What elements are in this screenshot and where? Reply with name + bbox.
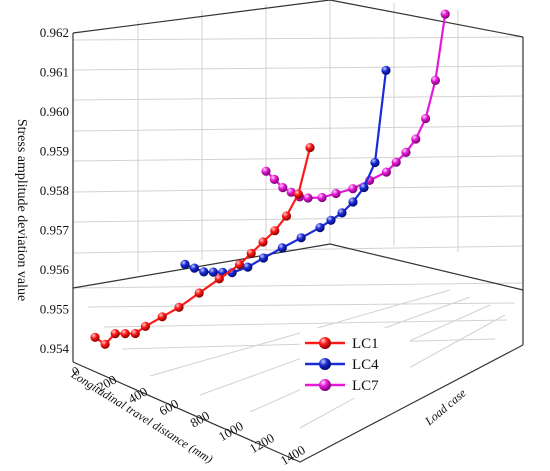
series-lc4 — [180, 65, 391, 278]
data-point-lc1 — [270, 226, 280, 236]
data-point-lc7 — [411, 134, 421, 144]
data-point-lc4 — [326, 215, 336, 225]
data-point-lc1 — [194, 288, 204, 298]
legend-label-lc7: LC7 — [352, 378, 379, 394]
z-tick-label: 0.962 — [40, 25, 69, 40]
series-line-lc4 — [184, 70, 388, 274]
data-point-lc1 — [293, 189, 303, 199]
data-point-lc7 — [440, 9, 450, 19]
data-point-lc1 — [100, 339, 110, 349]
x-tick-label: 1000 — [216, 418, 246, 444]
z-tick-label: 0.957 — [40, 223, 70, 238]
data-point-lc4 — [189, 263, 199, 273]
legend-label-lc1: LC1 — [352, 336, 379, 352]
data-point-lc4 — [258, 253, 269, 263]
legend-label-lc4: LC4 — [352, 357, 379, 373]
z-axis-title: Stress amplitude deviation value — [14, 119, 29, 301]
data-point-lc1 — [305, 143, 315, 153]
y-axis-title: Load case — [421, 385, 469, 428]
data-point-lc4 — [243, 262, 253, 272]
data-point-lc7 — [269, 174, 279, 184]
data-point-lc1 — [174, 302, 184, 312]
data-point-lc7 — [391, 157, 401, 167]
series-line-lc7 — [265, 13, 447, 200]
data-point-lc1 — [130, 328, 140, 339]
x-tick-label: 1400 — [278, 442, 308, 468]
data-point-lc7 — [401, 147, 411, 157]
z-tick-label: 0.955 — [40, 302, 69, 317]
data-point-lc7 — [261, 166, 271, 176]
data-point-lc1 — [234, 259, 245, 270]
data-point-lc4 — [208, 267, 218, 277]
data-point-lc1 — [214, 274, 224, 284]
data-point-lc7 — [278, 183, 288, 193]
data-point-lc4 — [348, 197, 358, 207]
data-point-lc4 — [370, 157, 380, 168]
series-lc7 — [261, 9, 450, 203]
data-point-lc1 — [90, 332, 100, 342]
x-tick-label: 800 — [188, 408, 212, 431]
legend: LC1 LC4 LC7 — [300, 328, 410, 398]
z-tick-label: 0.959 — [40, 144, 69, 159]
data-point-lc7 — [317, 192, 327, 203]
x-tick-label: 1200 — [247, 430, 277, 456]
data-point-lc4 — [359, 182, 369, 193]
data-point-lc1 — [258, 237, 268, 247]
legend-marker-lc1 — [319, 337, 331, 349]
data-point-lc7 — [430, 75, 440, 85]
data-point-lc7 — [348, 184, 358, 194]
z-tick-label: 0.954 — [40, 341, 70, 356]
data-point-lc4 — [277, 243, 287, 253]
data-point-lc7 — [421, 113, 431, 124]
data-point-lc7 — [286, 187, 296, 197]
series-layer — [90, 9, 450, 349]
axis-frame — [72, 0, 524, 463]
z-tick-label: 0.958 — [40, 183, 69, 198]
data-point-lc4 — [296, 233, 306, 243]
data-point-lc1 — [140, 321, 150, 331]
data-point-lc4 — [315, 223, 325, 233]
x-tick-label: 600 — [157, 396, 181, 419]
data-point-lc4 — [180, 259, 190, 269]
z-tick-label: 0.960 — [40, 104, 69, 119]
data-point-lc1 — [110, 329, 120, 339]
data-point-lc4 — [381, 65, 391, 75]
data-point-lc7 — [381, 167, 391, 177]
back-wall-grid — [72, 0, 524, 429]
series-lc1 — [90, 143, 315, 349]
z-tick-label: 0.961 — [40, 65, 69, 80]
z-tick-label: 0.956 — [40, 262, 70, 277]
data-point-lc1 — [281, 211, 292, 221]
data-point-lc7 — [331, 188, 341, 199]
data-point-lc1 — [157, 312, 167, 322]
tick-layer: 0.954 0.955 0.956 0.957 0.958 0.959 0.960 0.961… — [40, 25, 308, 468]
data-point-lc1 — [120, 329, 130, 339]
data-point-lc7 — [303, 193, 313, 203]
legend-marker-lc4 — [319, 358, 331, 370]
data-point-lc1 — [246, 248, 256, 258]
data-point-lc4 — [199, 267, 209, 277]
data-point-lc4 — [337, 208, 347, 218]
legend-marker-lc7 — [319, 379, 331, 391]
